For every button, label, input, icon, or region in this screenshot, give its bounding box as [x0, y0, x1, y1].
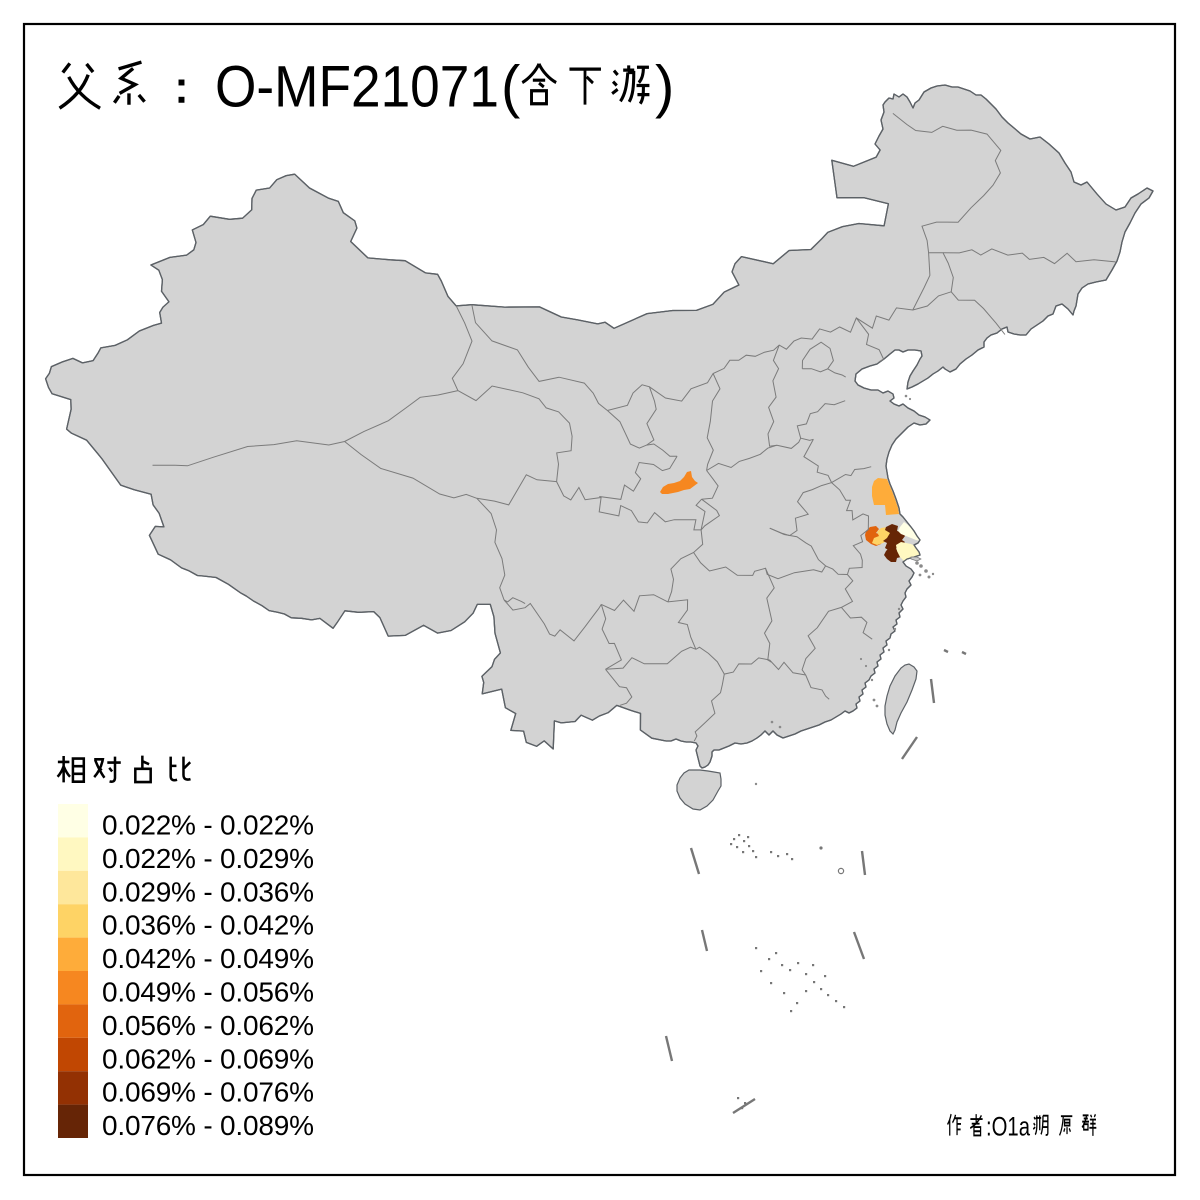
- svg-text:0.036% - 0.042%: 0.036% - 0.042%: [102, 910, 314, 941]
- svg-text:(: (: [501, 55, 520, 120]
- svg-text:0.076% - 0.089%: 0.076% - 0.089%: [102, 1110, 314, 1141]
- svg-text:0.029% - 0.036%: 0.029% - 0.036%: [102, 876, 314, 907]
- svg-text:): ): [655, 55, 674, 120]
- svg-text:O-MF21071: O-MF21071: [215, 55, 499, 120]
- svg-text::O1a: :O1a: [986, 1112, 1031, 1142]
- svg-text:0.056% - 0.062%: 0.056% - 0.062%: [102, 1010, 314, 1041]
- svg-text:0.062% - 0.069%: 0.062% - 0.069%: [102, 1043, 314, 1074]
- svg-text:0.042% - 0.049%: 0.042% - 0.049%: [102, 943, 314, 974]
- svg-text:0.069% - 0.076%: 0.069% - 0.076%: [102, 1077, 314, 1108]
- svg-text:0.022% - 0.022%: 0.022% - 0.022%: [102, 810, 314, 841]
- svg-text:0.022% - 0.029%: 0.022% - 0.029%: [102, 843, 314, 874]
- svg-text:0.049% - 0.056%: 0.049% - 0.056%: [102, 977, 314, 1008]
